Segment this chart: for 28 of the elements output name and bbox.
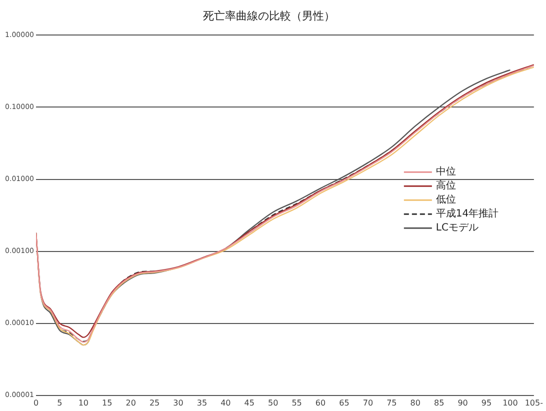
chart-title: 死亡率曲線の比較（男性） [203,9,335,22]
x-tick-label: 70 [362,398,374,408]
legend-label: 平成14年推計 [436,208,499,220]
x-tick-label: 95 [481,398,492,408]
x-tick-label: 10 [78,398,89,408]
x-tick-label: 30 [173,398,184,408]
legend-label: 低位 [436,194,456,206]
x-tick-label: 100 [502,398,518,408]
x-tick-label: 25 [149,398,160,408]
x-tick-label: 0 [33,398,39,408]
x-tick-label: 15 [102,398,112,408]
x-tick-label: 20 [126,398,136,408]
legend-label: LCモデル [436,222,478,234]
x-tick-label: 45 [244,398,254,408]
x-tick-label: 5 [57,398,62,408]
x-tick-label: 75 [386,398,397,408]
x-tick-label: 35 [196,398,208,408]
x-tick-label: 105- [524,398,544,408]
x-tick-label: 65 [339,398,350,408]
x-tick-label: 80 [410,398,420,408]
x-tick-label: 85 [434,398,444,408]
legend-label: 中位 [436,166,456,178]
legend-label: 高位 [436,180,456,192]
x-tick-label: 60 [315,398,326,408]
x-tick-label: 40 [220,398,231,408]
x-tick-label: 90 [458,398,468,408]
x-tick-label: 55 [292,398,302,408]
x-tick-label: 50 [268,398,278,408]
